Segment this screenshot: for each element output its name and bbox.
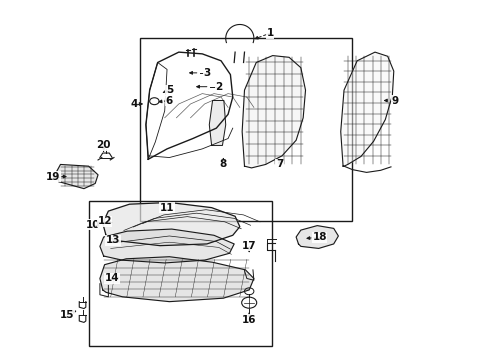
Text: 17: 17 (242, 241, 256, 251)
Text: 4: 4 (130, 99, 138, 109)
Polygon shape (242, 55, 305, 168)
Text: 20: 20 (96, 140, 111, 150)
Polygon shape (56, 165, 98, 189)
Text: 18: 18 (312, 232, 326, 242)
Text: 13: 13 (105, 235, 120, 246)
Text: 15: 15 (60, 310, 74, 320)
Text: 19: 19 (46, 172, 60, 181)
Text: 1: 1 (266, 28, 273, 38)
Text: 9: 9 (390, 95, 397, 105)
Text: 5: 5 (165, 85, 173, 95)
Text: 6: 6 (165, 95, 173, 105)
Text: 8: 8 (219, 159, 226, 170)
Bar (88, 201, 271, 346)
Text: 7: 7 (275, 159, 283, 170)
Text: 14: 14 (104, 274, 119, 283)
Text: 2: 2 (215, 82, 222, 92)
Polygon shape (296, 226, 338, 248)
Polygon shape (340, 52, 393, 166)
Text: 11: 11 (160, 203, 174, 213)
Polygon shape (209, 100, 225, 145)
Polygon shape (100, 229, 234, 263)
Polygon shape (100, 257, 253, 302)
Bar (140, 38, 351, 221)
Text: 10: 10 (86, 220, 101, 230)
Polygon shape (102, 202, 239, 246)
Text: 12: 12 (97, 216, 112, 226)
Text: 3: 3 (203, 68, 210, 78)
Text: 16: 16 (242, 315, 256, 325)
